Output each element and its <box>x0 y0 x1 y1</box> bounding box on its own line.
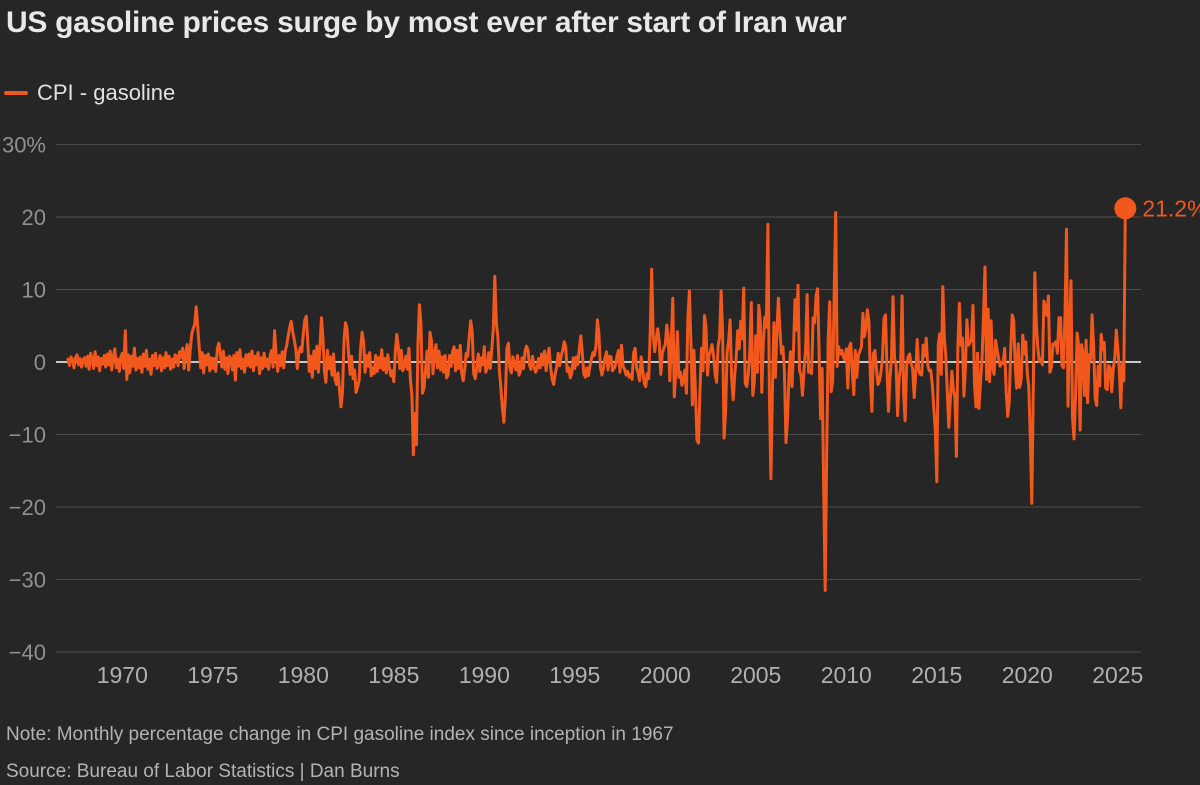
y-axis-tick-label: −30 <box>9 568 46 593</box>
x-axis-tick-label: 1980 <box>278 662 329 688</box>
legend: CPI - gasoline <box>4 80 175 106</box>
cpi-gasoline-line <box>66 206 1127 592</box>
y-axis-tick-label: −10 <box>9 423 46 448</box>
chart-area: 30% 20 10 0 −10 −20 −30 −40 1970 1975 1980 1985 1990… <box>0 130 1200 700</box>
x-axis-tick-label: 2000 <box>640 662 691 688</box>
y-axis-tick-label: 0 <box>34 350 46 375</box>
y-axis-tick-label: −20 <box>9 495 46 520</box>
x-axis-tick-label: 1990 <box>459 662 510 688</box>
x-axis-tick-label: 1995 <box>549 662 600 688</box>
x-axis-tick-label: 1970 <box>97 662 148 688</box>
x-axis-tick-label: 2020 <box>1002 662 1053 688</box>
x-axis-tick-label: 1985 <box>368 662 419 688</box>
x-axis-tick-label: 2005 <box>730 662 781 688</box>
y-axis-tick-label: 30% <box>2 133 46 158</box>
latest-value-label: 21.2% <box>1142 195 1200 221</box>
chart-note: Note: Monthly percentage change in CPI g… <box>6 724 674 745</box>
y-axis-tick-label: 20 <box>22 205 46 230</box>
legend-label: CPI - gasoline <box>37 80 176 105</box>
y-axis-tick-label: 10 <box>22 278 46 303</box>
x-axis-tick-label: 2010 <box>821 662 872 688</box>
latest-point-dot <box>1114 197 1137 220</box>
x-axis-tick-label: 2025 <box>1092 662 1143 688</box>
chart-source: Source: Bureau of Labor Statistics | Dan… <box>6 761 400 782</box>
y-axis-tick-label: −40 <box>9 640 46 665</box>
x-axis-tick-label: 1975 <box>187 662 238 688</box>
legend-line-swatch-icon <box>4 91 28 95</box>
x-axis-tick-label: 2015 <box>911 662 962 688</box>
page-title: US gasoline prices surge by most ever af… <box>6 6 847 39</box>
